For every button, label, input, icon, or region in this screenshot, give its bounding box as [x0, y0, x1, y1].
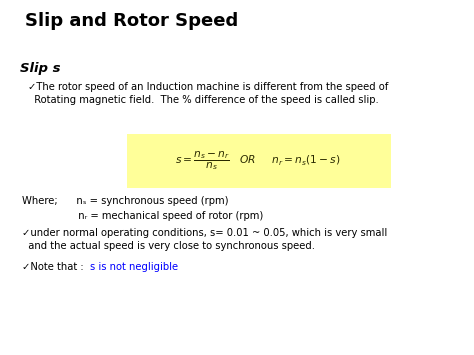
- Text: ✓Note that :: ✓Note that :: [22, 262, 87, 272]
- FancyBboxPatch shape: [127, 134, 391, 188]
- Text: ✓under normal operating conditions, s= 0.01 ~ 0.05, which is very small
  and th: ✓under normal operating conditions, s= 0…: [22, 228, 387, 251]
- Text: Slip and Rotor Speed: Slip and Rotor Speed: [25, 12, 238, 30]
- Text: $s = \dfrac{n_s - n_r}{n_s}$   $\mathit{OR}$     $n_r = n_s(1 - s)$: $s = \dfrac{n_s - n_r}{n_s}$ $\mathit{OR…: [175, 149, 341, 173]
- Text: ✓The rotor speed of an Induction machine is different from the speed of
  Rotati: ✓The rotor speed of an Induction machine…: [28, 82, 388, 105]
- Text: Slip s: Slip s: [20, 62, 61, 75]
- Text: s is not negligible: s is not negligible: [90, 262, 178, 272]
- Text: nᵣ = mechanical speed of rotor (rpm): nᵣ = mechanical speed of rotor (rpm): [22, 211, 263, 221]
- Text: Where;      nₛ = synchronous speed (rpm): Where; nₛ = synchronous speed (rpm): [22, 196, 228, 206]
